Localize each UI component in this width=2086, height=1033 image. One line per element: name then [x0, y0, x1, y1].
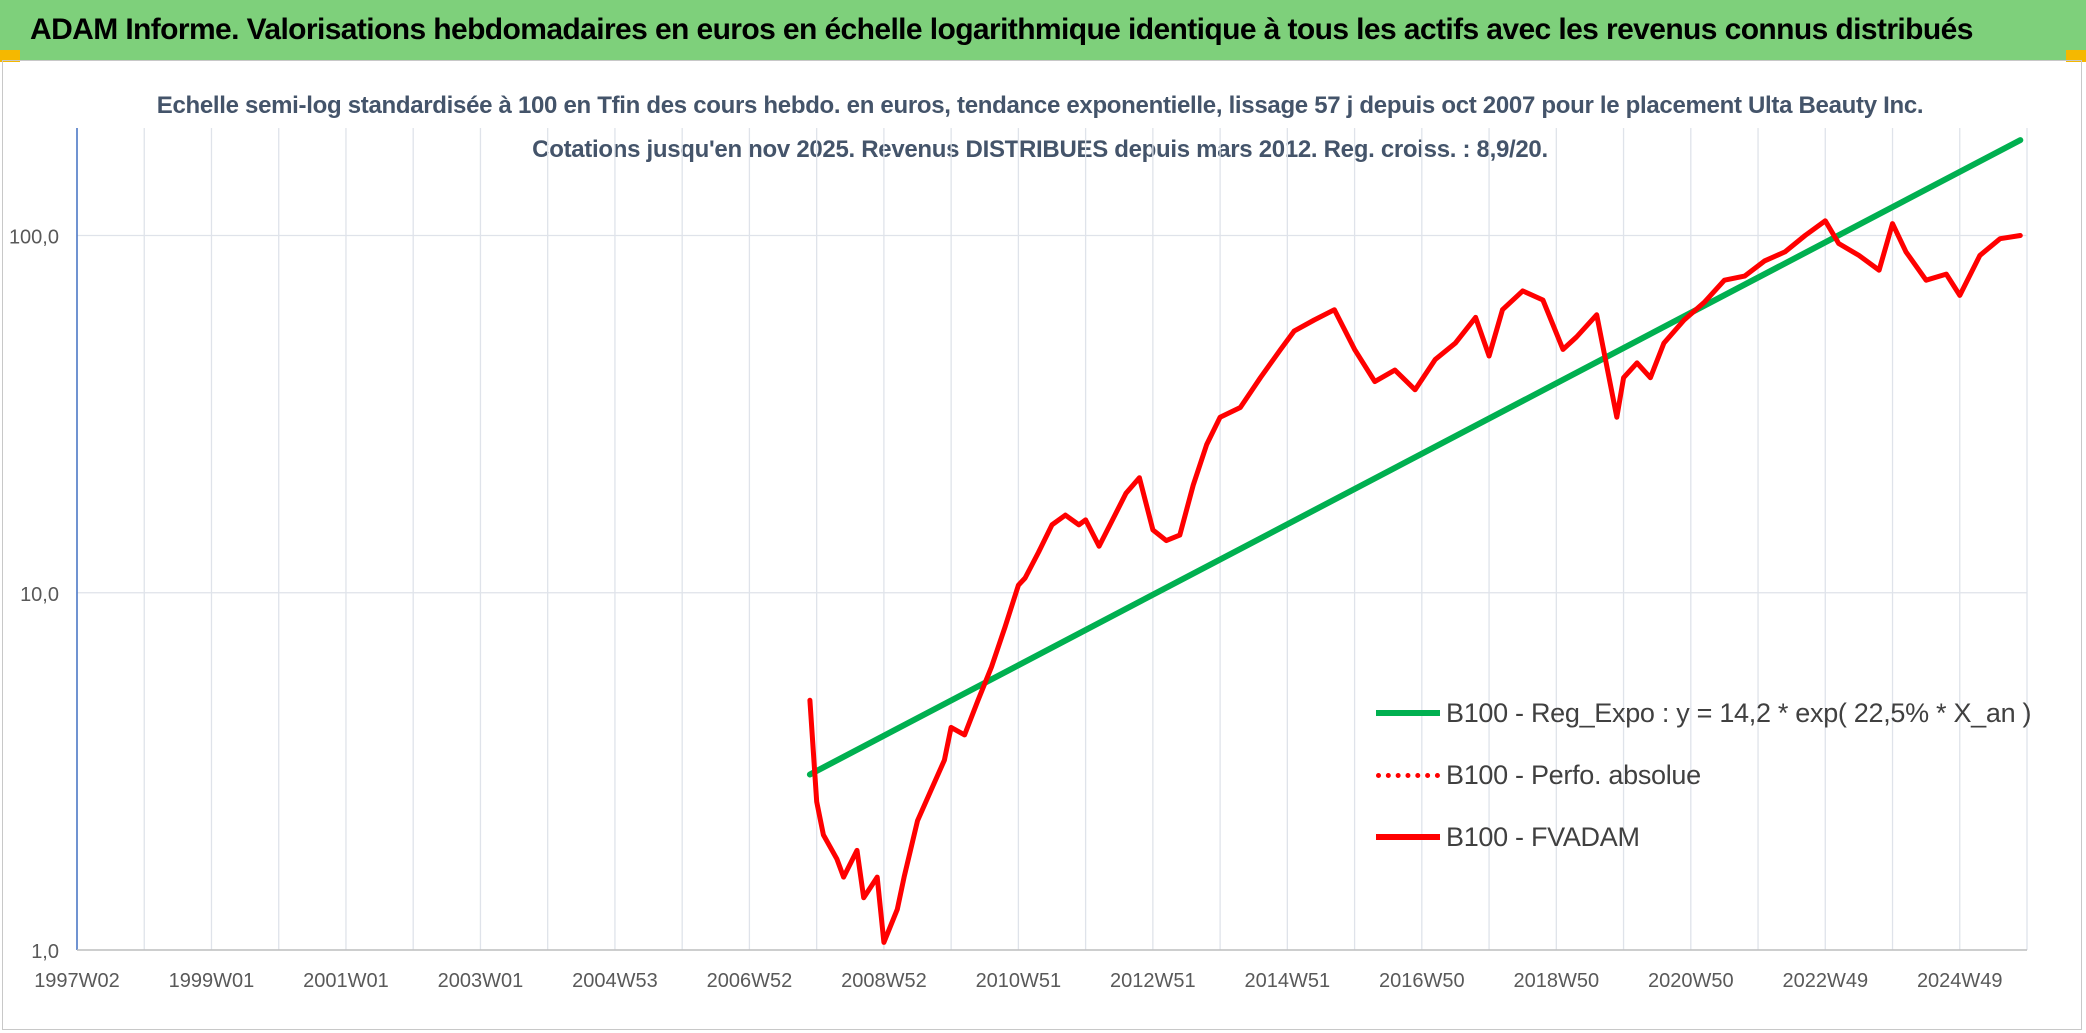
x-tick-label: 2016W50: [1379, 970, 1465, 992]
legend-item-trend: B100 - Reg_Expo : y = 14,2 * exp( 22,5% …: [1376, 682, 2032, 744]
x-tick-label: 1999W01: [169, 970, 255, 992]
legend-swatch-perfo: [1376, 772, 1440, 778]
legend-item-perfo: B100 - Perfo. absolue: [1376, 744, 2031, 806]
legend-label-trend: B100 - Reg_Expo : y = 14,2 * exp( 22,5% …: [1446, 697, 2032, 728]
report-title: ADAM Informe. Valorisations hebdomadaire…: [30, 13, 1973, 46]
x-tick-label: 2012W51: [1110, 970, 1196, 992]
y-tick-label: 10,0: [20, 584, 59, 606]
chart-title: Echelle semi-log standardisée à 100 en T…: [156, 92, 1924, 163]
legend-label-fvadam: B100 - FVADAM: [1446, 821, 1640, 852]
y-tick-label: 100,0: [9, 227, 59, 249]
x-tick-label: 2003W01: [438, 970, 524, 992]
x-tick-label: 2024W49: [1917, 970, 2003, 992]
trend-line: [806, 137, 2024, 778]
x-tick-label: 2001W01: [303, 970, 389, 992]
series-layer: [806, 137, 2024, 945]
x-tick-label: 2010W51: [976, 970, 1062, 992]
x-tick-label: 2014W51: [1245, 970, 1331, 992]
x-tick-label: 2008W52: [841, 970, 927, 992]
y-tick-label: 1,0: [31, 941, 59, 963]
x-tick-label: 2004W53: [572, 970, 658, 992]
legend-swatch-fvadam: [1376, 834, 1440, 840]
corner-marker-left: [0, 50, 20, 62]
axes: [76, 128, 2027, 951]
chart-frame: [2, 60, 2082, 1030]
report-banner: ADAM Informe. Valorisations hebdomadaire…: [0, 0, 2086, 60]
x-tick-label: 1997W02: [34, 970, 120, 992]
x-tick-label: 2022W49: [1782, 970, 1868, 992]
x-tick-labels: 1997W02 1999W01 2001W01 2003W01 2004W53 2006W…: [34, 970, 2002, 992]
y-tick-labels: 1,0 10,0 100,0: [9, 227, 59, 963]
corner-marker-right: [2066, 50, 2086, 62]
legend-label-perfo: B100 - Perfo. absolue: [1446, 759, 1701, 790]
x-tick-label: 2018W50: [1513, 970, 1599, 992]
chart-legend: B100 - Reg_Expo : y = 14,2 * exp( 22,5% …: [1376, 682, 2032, 868]
x-tick-label: 2006W52: [707, 970, 793, 992]
legend-swatch-trend: [1376, 710, 1440, 716]
x-tick-label: 2020W50: [1648, 970, 1734, 992]
legend-item-fvadam: B100 - FVADAM: [1376, 806, 2031, 868]
fvadam-line: [807, 218, 2023, 945]
